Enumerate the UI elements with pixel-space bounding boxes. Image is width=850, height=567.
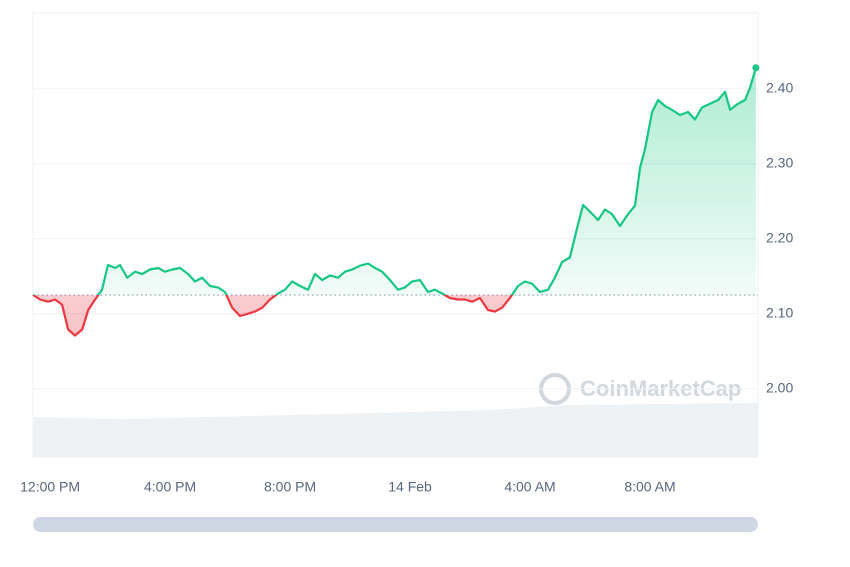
x-tick-label: 8:00 AM bbox=[624, 479, 675, 495]
x-tick-label: 4:00 AM bbox=[504, 479, 555, 495]
price-line-up bbox=[33, 67, 757, 295]
scrollbar[interactable] bbox=[33, 517, 758, 532]
x-tick-label: 8:00 PM bbox=[264, 479, 316, 495]
volume-area bbox=[33, 403, 758, 457]
x-tick-label: 12:00 PM bbox=[20, 479, 80, 495]
x-tick-label: 14 Feb bbox=[388, 479, 432, 495]
y-tick-label: 2.30 bbox=[766, 154, 793, 170]
y-tick-label: 2.00 bbox=[766, 379, 793, 395]
y-tick-label: 2.20 bbox=[766, 229, 793, 245]
y-tick-label: 2.40 bbox=[766, 79, 793, 95]
last-point bbox=[752, 64, 760, 72]
x-tick-label: 4:00 PM bbox=[144, 479, 196, 495]
y-tick-label: 2.10 bbox=[766, 304, 793, 320]
volume-bars bbox=[33, 403, 758, 457]
